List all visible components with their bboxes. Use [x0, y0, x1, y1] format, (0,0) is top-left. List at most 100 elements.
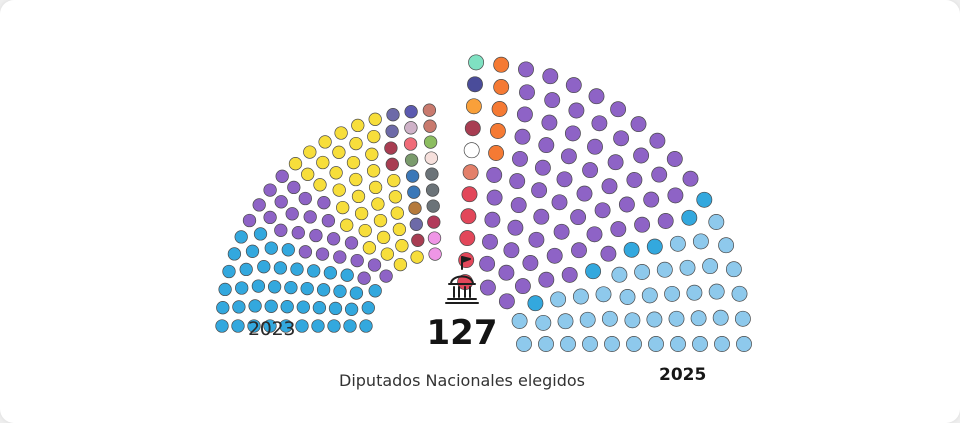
seat-2025-seat	[538, 271, 555, 288]
seat-2025-seat	[514, 128, 531, 145]
seat-2025-seat	[511, 313, 528, 329]
seat-2025-seat	[696, 191, 713, 208]
seat-2025-seat	[556, 171, 573, 188]
seat-2023-seat	[234, 230, 248, 244]
seat-2023-seat	[328, 301, 343, 316]
seat-2023-seat	[287, 180, 301, 195]
seat-2023-seat	[264, 241, 278, 255]
seat-2025-seat	[535, 314, 552, 331]
seat-2023-seat	[333, 284, 347, 298]
seat-2025-seat	[690, 310, 707, 327]
seat-2025-seat	[464, 120, 481, 137]
seat-2023-seat	[318, 135, 332, 149]
seat-2025-seat	[571, 242, 587, 259]
seat-2023-seat	[390, 206, 404, 220]
seat-2025-seat	[541, 114, 558, 131]
seat-2023-seat	[343, 319, 357, 333]
seat-2023-seat	[344, 236, 359, 250]
seat-2023-seat	[425, 167, 439, 181]
seat-2023-seat	[215, 319, 229, 333]
total-seats-value: 127	[426, 313, 498, 353]
seat-2023-seat	[408, 201, 422, 215]
seat-2025-seat	[585, 263, 602, 280]
seat-2023-seat	[354, 206, 369, 221]
seat-2023-seat	[274, 223, 288, 237]
seat-2023-seat	[326, 232, 341, 246]
seat-2023-seat	[393, 257, 408, 272]
seat-2023-seat	[275, 169, 289, 183]
seat-2023-seat	[359, 319, 373, 333]
seat-2023-seat	[373, 213, 388, 228]
seat-2025-seat	[551, 194, 568, 211]
seat-2023-seat	[316, 155, 330, 170]
seat-2025-seat	[503, 242, 520, 259]
seat-2023-seat	[336, 200, 350, 215]
seat-2025-seat	[643, 191, 660, 208]
seat-2023-seat	[349, 172, 363, 187]
seat-2025-seat	[679, 259, 696, 276]
seat-2025-seat	[667, 187, 684, 204]
seat-2025-seat	[488, 145, 505, 161]
seat-2023-seat	[303, 145, 317, 159]
seat-2025-seat	[619, 289, 636, 305]
seat-2023-seat	[253, 227, 268, 241]
seat-2023-seat	[358, 223, 372, 238]
seat-2023-seat	[329, 166, 343, 180]
seat-2025-seat	[486, 189, 503, 206]
seat-2023-seat	[264, 299, 278, 313]
seat-2025-seat	[468, 54, 485, 71]
seat-2025-seat	[576, 185, 593, 202]
seat-2023-seat	[317, 196, 331, 210]
seat-2023-seat	[407, 185, 421, 199]
seat-2023-seat	[380, 247, 394, 261]
seat-2023-seat	[427, 215, 441, 229]
seat-2023-seat	[334, 126, 348, 140]
seat-2025-seat	[482, 233, 498, 250]
seat-2025-seat	[657, 213, 674, 229]
seat-2025-seat	[489, 123, 506, 139]
seat-2023-seat	[350, 253, 364, 268]
seat-2023-seat	[404, 121, 418, 135]
seat-2025-seat	[531, 182, 548, 199]
seat-2023-seat	[376, 230, 391, 245]
seat-2023-seat	[423, 135, 438, 149]
seat-2025-seat	[516, 106, 533, 123]
seat-2023-seat	[386, 108, 400, 122]
seat-2025-seat	[582, 336, 598, 352]
chart-caption: Diputados Nacionales elegidos	[339, 371, 585, 390]
seat-2025-seat	[568, 102, 585, 119]
seat-2023-seat	[426, 199, 440, 213]
seat-2025-seat	[582, 162, 599, 179]
seat-2025-seat	[557, 313, 574, 330]
seat-2025-seat	[692, 233, 709, 250]
seat-2023-seat	[312, 301, 327, 315]
seat-2025-seat	[479, 255, 496, 272]
seat-2023-seat	[404, 105, 418, 119]
seat-2025-seat	[611, 266, 628, 283]
seat-2023-seat	[247, 319, 261, 333]
seat-2025-seat	[493, 56, 510, 73]
seat-2025-seat	[626, 336, 642, 352]
seat-2025-seat	[544, 92, 561, 109]
seat-2023-seat	[239, 262, 253, 277]
seat-2023-seat	[362, 241, 377, 255]
seat-2025-seat	[565, 77, 582, 94]
seat-2023-seat	[368, 284, 382, 298]
seat-2025-seat	[507, 219, 524, 236]
seat-2023-seat	[361, 301, 375, 315]
seat-2023-seat	[281, 243, 295, 257]
seat-2025-seat	[633, 147, 650, 164]
seat-2023-seat	[367, 129, 381, 144]
seat-2025-seat	[579, 311, 596, 328]
seat-2023-seat	[327, 319, 341, 333]
seat-2023-seat	[298, 245, 313, 259]
seat-2023-seat	[296, 300, 310, 314]
seat-2023-seat	[311, 319, 325, 333]
seat-2023-seat	[411, 233, 425, 247]
seat-2023-seat	[291, 226, 305, 240]
seat-2025-seat	[610, 221, 627, 238]
seat-2023-seat	[315, 247, 330, 261]
seat-2023-seat	[313, 178, 327, 192]
seat-2025-seat	[461, 186, 478, 203]
